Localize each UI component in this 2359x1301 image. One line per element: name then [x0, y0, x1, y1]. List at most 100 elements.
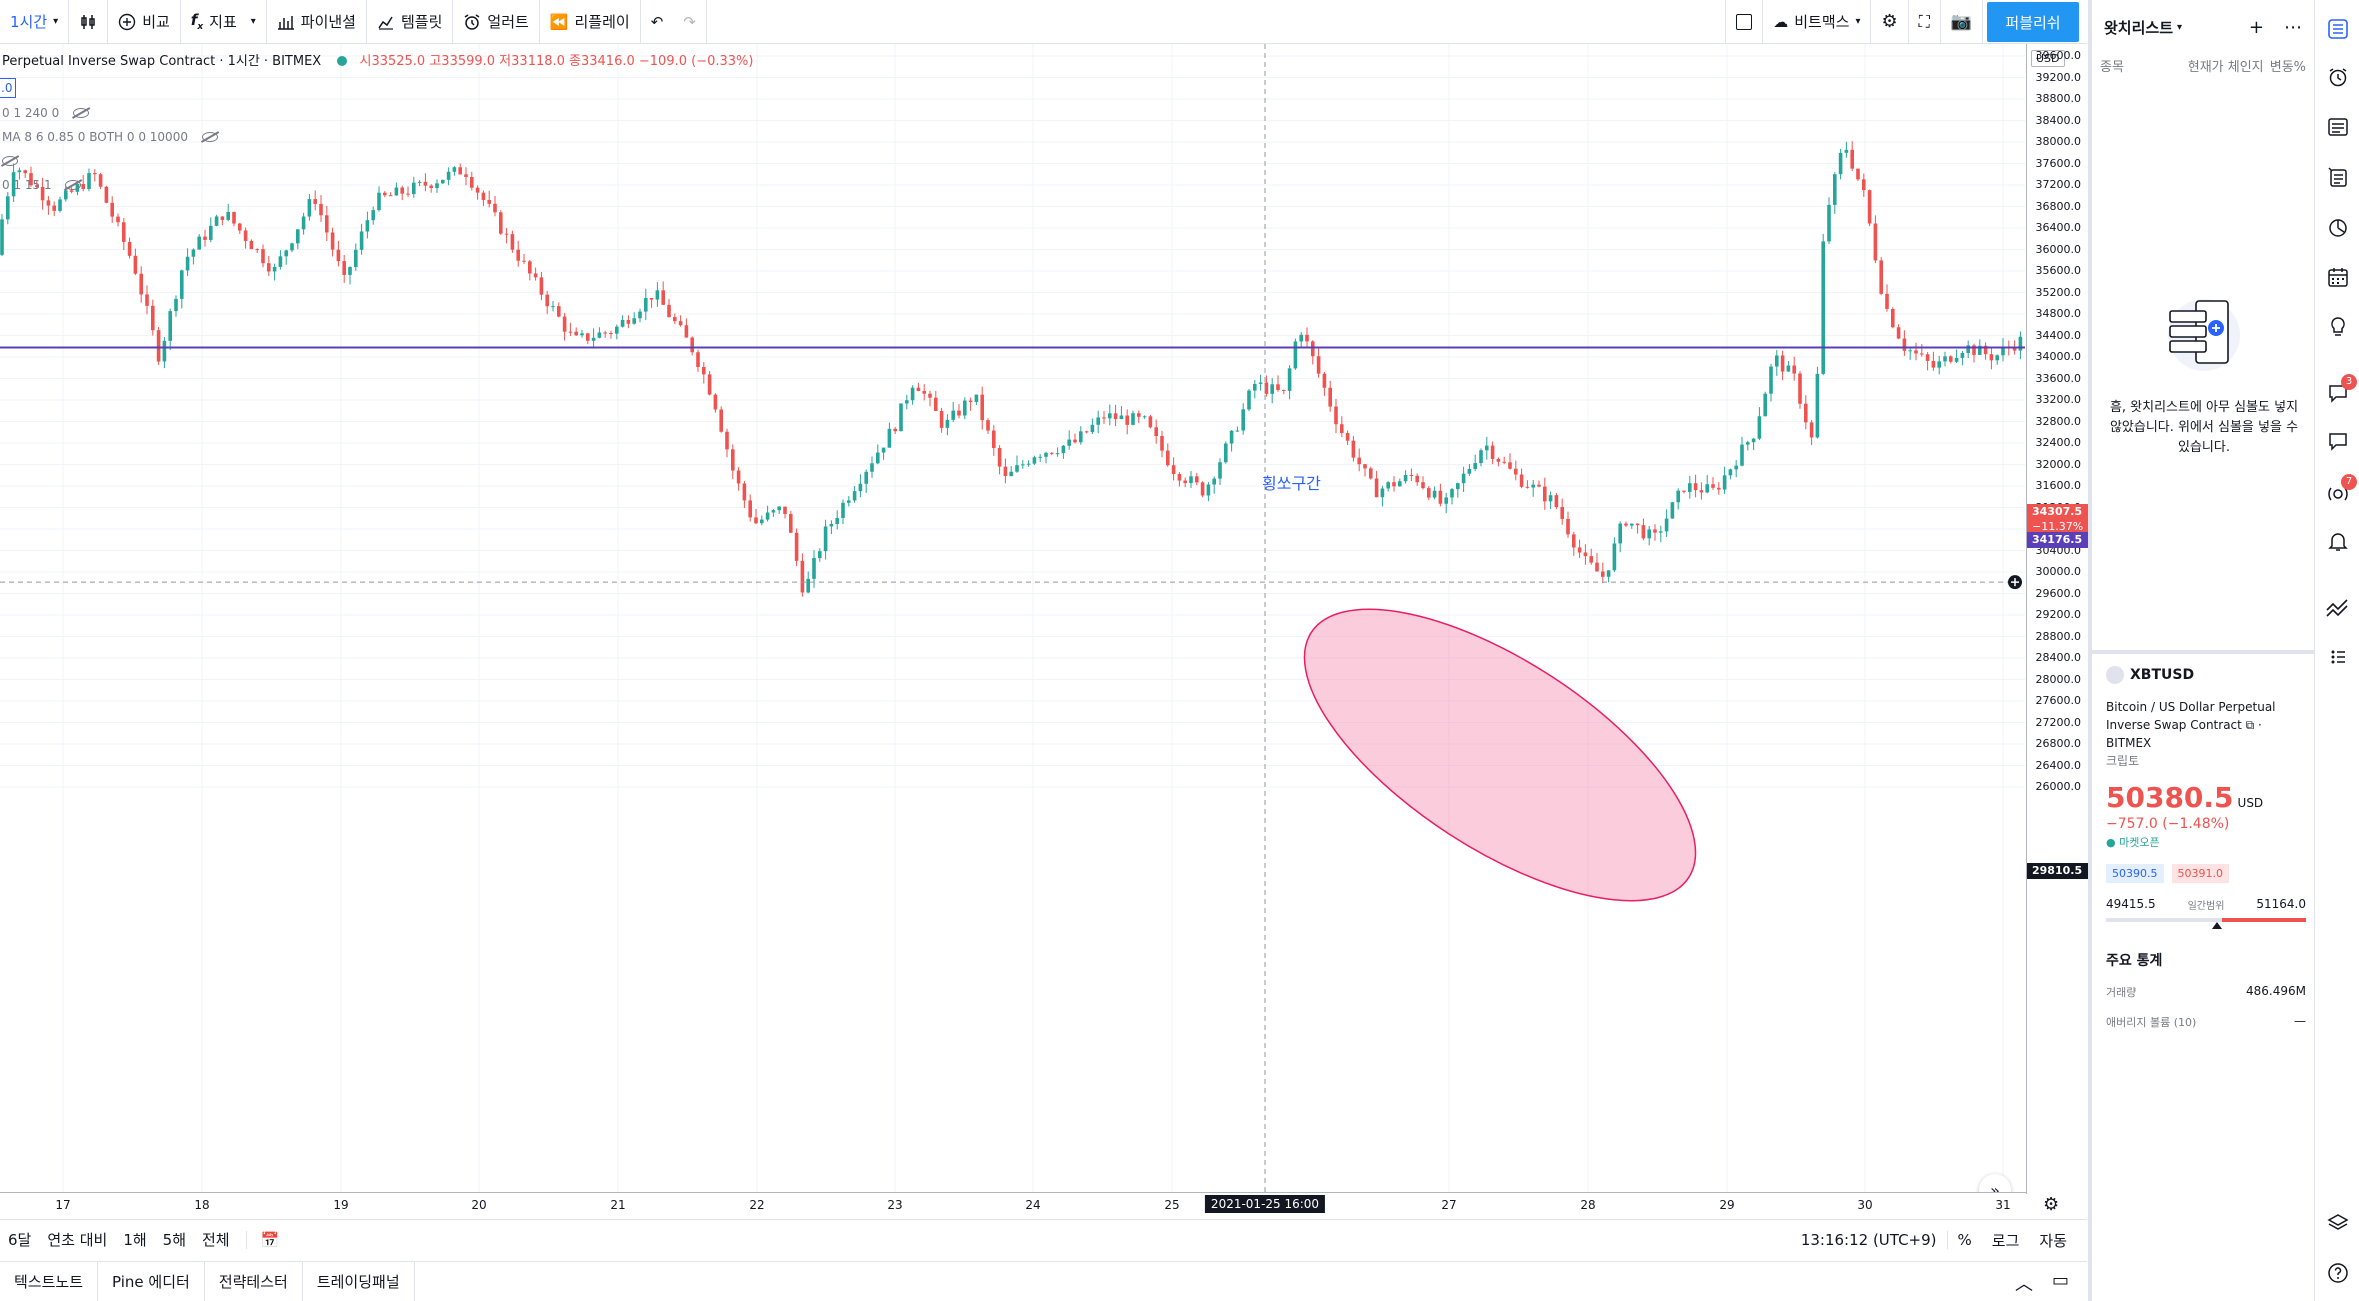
help-icon[interactable]	[2325, 1260, 2351, 1286]
range-ytd[interactable]: 연초 대비	[47, 1231, 108, 1249]
calendar-icon[interactable]	[2325, 264, 2351, 290]
indicator-legend-3[interactable]	[2, 154, 18, 168]
time-axis[interactable]: 17 18 19 20 21 22 23 24 25 27 28 29 30 31 2021-01-25 …	[0, 1192, 2026, 1218]
tab-trading-panel[interactable]: 트레이딩패널	[303, 1261, 415, 1301]
percent-scale-toggle[interactable]: %	[1957, 1231, 1972, 1249]
candle-body	[1235, 430, 1240, 432]
symbol-desc-line2[interactable]: Inverse Swap Contract ⧉ · BITMEX	[2106, 718, 2262, 750]
legend-collapse-box[interactable]: .0	[0, 78, 16, 98]
candle-body	[127, 241, 132, 256]
range-all[interactable]: 전체	[202, 1231, 230, 1249]
range-1y[interactable]: 1해	[123, 1231, 147, 1249]
candle-body	[609, 333, 613, 335]
log-scale-toggle[interactable]: 로그	[1991, 1231, 2020, 1250]
eye-hidden-icon[interactable]	[201, 132, 218, 142]
candle-body	[249, 240, 254, 250]
range-6m[interactable]: 6달	[8, 1231, 32, 1249]
candle-body	[180, 270, 184, 299]
symbol-code[interactable]: XBTUSD	[2130, 667, 2195, 683]
replay-button[interactable]: ⏪ 리플레이	[540, 0, 641, 44]
add-symbol-icon[interactable]: +	[2248, 16, 2264, 38]
chat-icon[interactable]: 3	[2325, 374, 2357, 406]
compare-button[interactable]: 비교	[108, 0, 181, 44]
stat-row: 거래량 486.496M	[2106, 984, 2306, 1000]
undo-button[interactable]: ↶	[641, 0, 674, 44]
fullscreen-toggle[interactable]	[1725, 0, 1764, 44]
price-axis[interactable]: USD 39600.0 39200.0 38800.0 38400.0 38000.0 3…	[2026, 44, 2088, 1194]
candle-body	[812, 558, 816, 579]
candle-body	[713, 394, 718, 410]
eye-hidden-icon[interactable]	[73, 108, 90, 118]
dom-icon[interactable]	[2325, 644, 2351, 670]
indicator-legend-2[interactable]: MA 8 6 0.85 0 BOTH 0 0 10000	[2, 130, 218, 144]
maximize-panel-icon[interactable]: ▭	[2052, 1270, 2070, 1291]
tab-strategy-tester[interactable]: 전략테스터	[205, 1261, 303, 1301]
candle-body	[1253, 383, 1257, 391]
range-5y[interactable]: 5해	[162, 1231, 186, 1249]
trend-lines-icon[interactable]	[2325, 594, 2351, 620]
symbol-code-row: XBTUSD	[2106, 666, 2306, 684]
candle-body	[696, 352, 700, 368]
clock-timezone[interactable]: 13:16:12 (UTC+9)	[1791, 1231, 1948, 1249]
messages-icon[interactable]	[2325, 428, 2351, 454]
interval-label: 1시간	[10, 13, 48, 31]
candle-body	[301, 216, 306, 230]
chart-text-annotation[interactable]: 횡쏘구간	[1262, 474, 1321, 493]
notes-icon[interactable]	[2325, 164, 2351, 190]
currency-button[interactable]: USD	[2031, 50, 2065, 67]
candle-body	[968, 400, 973, 402]
pie-timer-icon[interactable]	[2325, 214, 2351, 240]
eye-hidden-icon[interactable]	[2, 156, 18, 166]
indicator-legend-1[interactable]: 0 1 240 0	[2, 106, 90, 120]
col-symbol[interactable]: 종목	[2100, 59, 2124, 75]
tab-pine-editor[interactable]: Pine 에디터	[98, 1261, 205, 1301]
col-last-change[interactable]: 현재가 체인지	[2187, 59, 2264, 75]
candle-body	[319, 203, 323, 216]
candle-body	[777, 506, 781, 511]
lightbulb-icon[interactable]	[2325, 314, 2351, 340]
price-tick-label: 32000.0	[2035, 457, 2082, 471]
auto-scale-toggle[interactable]: 자동	[2039, 1231, 2067, 1250]
layers-icon[interactable]	[2325, 1210, 2351, 1236]
candle-body	[1862, 179, 1866, 191]
col-change-pct[interactable]: 변동%	[2269, 59, 2307, 75]
settings-button[interactable]: ⚙	[1871, 0, 1909, 44]
watchlist-title[interactable]: 왓치리스트	[2104, 18, 2174, 37]
price-tick-label: 32400.0	[2035, 436, 2082, 449]
chevron-down-icon[interactable]: ▾	[2177, 21, 2183, 33]
candle-body	[725, 431, 729, 450]
financials-button[interactable]: 파이낸셜	[267, 0, 367, 44]
watchlist-icon[interactable]	[2325, 16, 2351, 42]
candle-body	[1021, 464, 1025, 466]
more-icon[interactable]: ⋯	[2284, 16, 2302, 38]
indicators-button[interactable]: fx 지표 ▾	[181, 0, 267, 44]
axis-settings-gear-icon[interactable]: ⚙	[2043, 1194, 2060, 1215]
candlestick-chart[interactable]	[0, 44, 2025, 1192]
candle-body	[528, 261, 532, 274]
templates-button[interactable]: 템플릿	[367, 0, 454, 44]
eye-hidden-icon[interactable]	[65, 180, 82, 190]
chart-pane[interactable]: Perpetual Inverse Swap Contract · 1시간 · …	[0, 44, 2025, 1206]
ideas-stream-icon[interactable]: 7	[2325, 474, 2357, 506]
alert-button[interactable]: 얼러트	[453, 0, 540, 44]
panel-divider[interactable]	[2092, 650, 2314, 654]
bell-icon[interactable]	[2325, 528, 2351, 554]
calendar-icon[interactable]: 📅	[245, 1230, 288, 1249]
time-tick-label: 23	[887, 1198, 903, 1212]
candle-body	[939, 411, 944, 428]
price-tick-label: 36800.0	[2035, 199, 2082, 213]
redo-button[interactable]: ↷	[673, 0, 707, 44]
candle-body	[209, 225, 213, 240]
snapshot-button[interactable]: 📷	[1941, 0, 1983, 44]
candle-body	[719, 409, 723, 432]
tab-text-notes[interactable]: 텍스트노트	[0, 1261, 99, 1301]
chevron-up-icon[interactable]: ︿	[2015, 1274, 2033, 1295]
expand-button[interactable]: ⛶	[1909, 0, 1941, 44]
layout-selector[interactable]: ☁ 비트맥스 ▾	[1763, 0, 1872, 44]
indicator-legend-4[interactable]: 0 1 15 1	[2, 178, 82, 192]
alarm-clock-icon[interactable]	[2325, 64, 2351, 90]
chart-type-button[interactable]	[69, 0, 109, 44]
publish-button[interactable]: 퍼블리쉬	[1987, 2, 2079, 42]
interval-selector[interactable]: 1시간 ▾	[0, 0, 70, 44]
news-icon[interactable]	[2325, 114, 2351, 140]
